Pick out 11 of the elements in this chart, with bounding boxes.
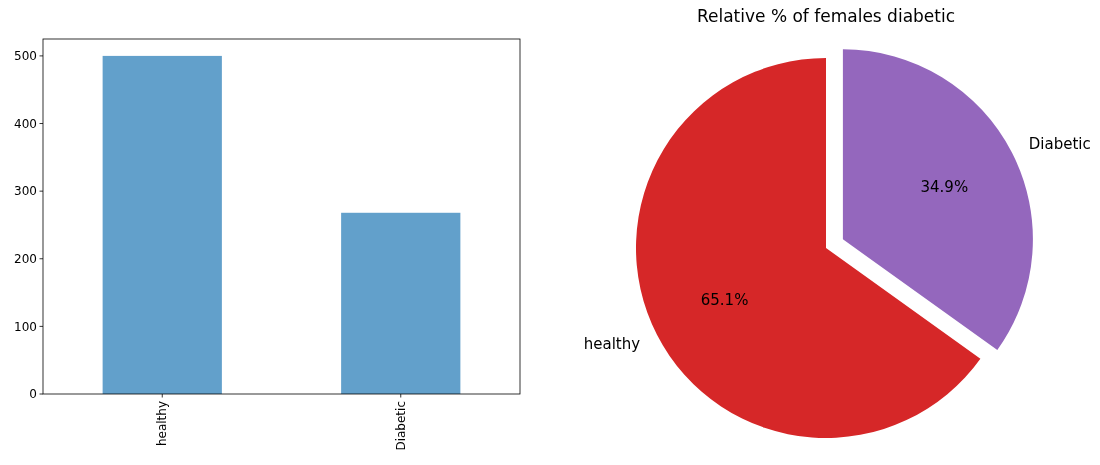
slice-label: healthy (583, 334, 641, 353)
y-tick-label: 500 (14, 49, 37, 64)
y-tick-label: 100 (14, 319, 37, 334)
chart-title: Relative % of females diabetic (696, 6, 956, 26)
y-tick-label: 300 (14, 184, 37, 199)
y-tick-label: 200 (14, 251, 37, 266)
y-tick-label: 400 (14, 116, 37, 131)
data-label: 34.9% (920, 178, 969, 197)
slice-label: Diabetic (1028, 135, 1091, 154)
data-label: 65.1% (700, 291, 749, 310)
y-tick-label: 0 (29, 387, 37, 402)
